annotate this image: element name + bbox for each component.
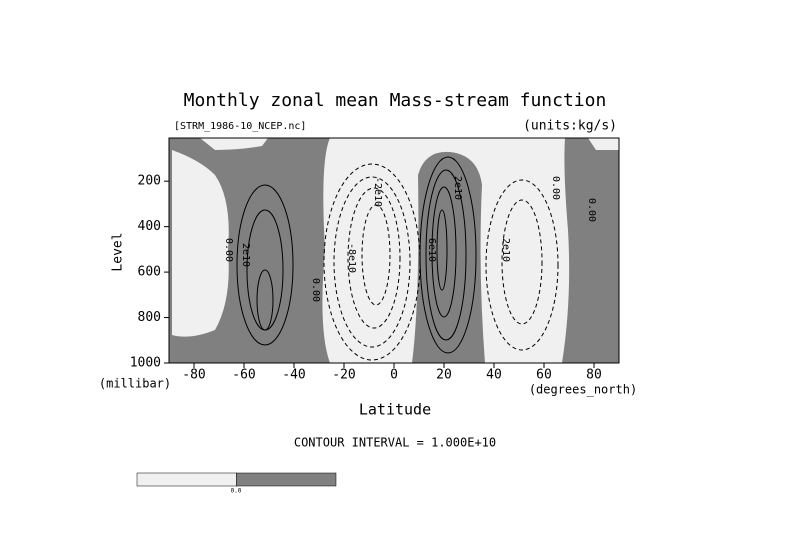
x-tick-label: -20: [332, 368, 355, 383]
units: (units:kg/s): [523, 119, 617, 134]
y-axis-title: Level: [111, 232, 126, 271]
shade-light: [200, 138, 268, 150]
shade-dark: [562, 138, 619, 363]
contour-label: 0.00: [550, 176, 561, 200]
y-tick-label: 200: [138, 174, 161, 189]
contour-interval: CONTOUR INTERVAL = 1.000E+10: [294, 436, 496, 450]
contour-line: [236, 184, 294, 346]
contour-label: 2e10: [452, 176, 463, 200]
contour-line: [436, 209, 448, 291]
x-tick-label: 80: [586, 368, 602, 383]
contour-label: 0.00: [586, 198, 597, 222]
contour-line: [347, 187, 401, 329]
x-tick-label: 60: [536, 368, 552, 383]
contour-label: 2e10: [500, 238, 511, 262]
x-tick-label: -60: [232, 368, 255, 383]
contour-line: [425, 169, 467, 341]
shade-light: [588, 138, 619, 150]
contour-line: [501, 199, 543, 325]
contour-line: [361, 204, 391, 306]
y-units: (millibar): [99, 377, 171, 391]
contour-label: -8e10: [346, 243, 357, 273]
contour-label: 2e10: [240, 243, 251, 267]
x-tick-label: 0: [390, 368, 398, 383]
colorbar-box: [136, 472, 237, 487]
contour-label: 6e10: [426, 238, 437, 262]
contour-line: [485, 179, 559, 351]
x-tick-label: -40: [282, 368, 305, 383]
x-tick-label: -80: [182, 368, 205, 383]
contour-line: [256, 269, 274, 331]
shade-light: [172, 150, 229, 337]
shade-dark: [412, 151, 485, 363]
y-tick-label: 600: [138, 265, 161, 280]
x-tick-label: 20: [436, 368, 452, 383]
contour-line: [333, 176, 411, 348]
contour-line: [419, 156, 477, 354]
contour-label: 0.00: [310, 278, 321, 302]
colorbar-box: [236, 472, 337, 487]
y-tick-label: 800: [138, 310, 161, 325]
contour-line: [431, 186, 457, 318]
x-units: (degrees_north): [529, 383, 637, 397]
contour-label: 0.00: [223, 238, 234, 262]
subtitle: [STRM_1986-10_NCEP.nc]: [174, 121, 306, 132]
contour-label: -2e10: [372, 177, 383, 207]
y-tick-label: 400: [138, 219, 161, 234]
y-tick-label: 1000: [130, 356, 161, 371]
x-tick-label: 40: [486, 368, 502, 383]
colorbar-label: 0.0: [231, 488, 242, 495]
colorbar: 0.0: [136, 472, 337, 495]
chart-title: Monthly zonal mean Mass-stream function: [184, 90, 607, 111]
x-axis-title: Latitude: [359, 401, 431, 419]
plot-area: [168, 137, 620, 364]
